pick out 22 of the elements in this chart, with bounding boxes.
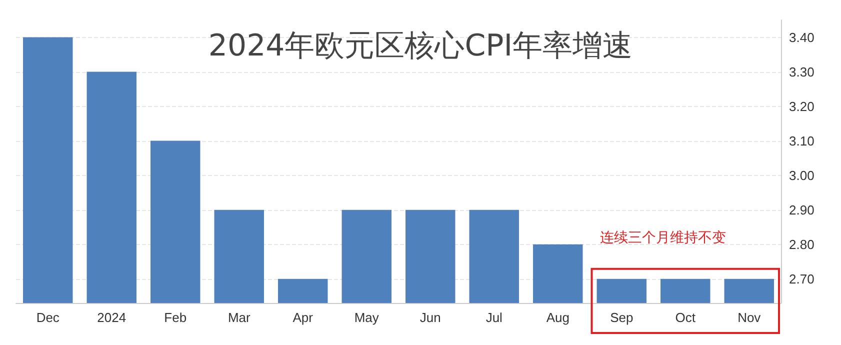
- y-tick-label: 3.40: [789, 30, 814, 45]
- x-tick-label: Jun: [420, 310, 441, 325]
- y-tick-label: 3.30: [789, 64, 814, 80]
- x-tick-label: Sep: [610, 310, 634, 325]
- y-tick-label: 2.90: [789, 202, 814, 218]
- annotation: 连续三个月维持不变: [600, 230, 726, 246]
- x-tick-label: Oct: [675, 310, 696, 325]
- x-tick-label: Nov: [738, 310, 762, 325]
- x-tick-label: Feb: [164, 310, 187, 325]
- x-tick-label: Mar: [228, 310, 251, 325]
- y-tick-label: 3.10: [789, 133, 814, 148]
- y-tick-label: 3.00: [789, 168, 814, 183]
- chart-title: 2024年欧元区核心CPI年率增速: [208, 28, 633, 64]
- y-tick-label: 2.80: [789, 236, 814, 252]
- y-tick-label: 3.20: [789, 98, 814, 114]
- x-tick-label: Apr: [292, 310, 314, 325]
- x-tick-label: Jul: [486, 310, 503, 325]
- x-tick-label: 2024: [97, 310, 126, 325]
- x-tick-label: Dec: [36, 310, 60, 325]
- y-tick-label: 2.70: [789, 271, 814, 286]
- x-tick-label: Aug: [546, 310, 570, 325]
- x-tick-label: May: [354, 310, 380, 325]
